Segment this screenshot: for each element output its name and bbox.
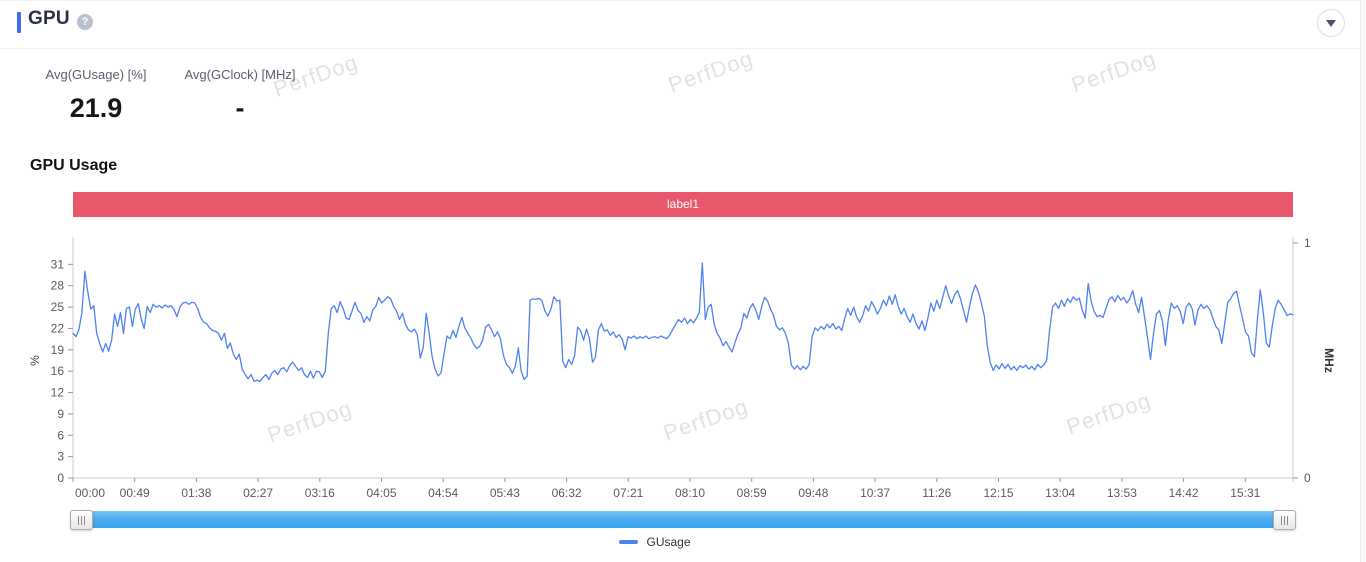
chevron-down-icon [1326, 19, 1336, 27]
watermark: PerfDog [665, 45, 757, 98]
stat-avg-gusage: Avg(GUsage) [%] 21.9 [40, 67, 152, 124]
page-scroll-gutter [1361, 0, 1366, 562]
y-tick-label: 3 [57, 450, 64, 464]
x-tick-label: 12:15 [983, 486, 1013, 500]
x-tick-label: 03:16 [305, 486, 335, 500]
x-tick-label: 00:00 [75, 486, 105, 500]
y-tick-label: 28 [51, 279, 65, 293]
x-tick-label: 13:53 [1107, 486, 1137, 500]
y-tick-label: 0 [57, 471, 64, 485]
x-tick-label: 11:26 [922, 486, 951, 500]
panel-title: GPU [28, 8, 70, 29]
x-tick-label: 07:21 [613, 486, 643, 500]
x-tick-label: 08:59 [737, 486, 767, 500]
help-icon[interactable]: ? [77, 14, 93, 30]
gpu-usage-chart[interactable]: 0 3 6 9 12 16 19 22 25 28 31% 0 1 MHz 00:00 00:49 01:38 0… [0, 231, 1366, 507]
x-tick-label: 04:54 [428, 486, 458, 500]
chart-label-banner: label1 [73, 192, 1293, 217]
chart-title: GPU Usage [30, 157, 118, 174]
y-tick-label: 22 [51, 321, 65, 335]
x-tick-label: 04:05 [366, 486, 396, 500]
datazoom-handle-left[interactable] [70, 510, 93, 530]
header-divider [0, 48, 1361, 49]
x-tick-label: 05:43 [490, 486, 520, 500]
y-tick-label: 12 [51, 386, 65, 400]
chart-legend: GUsage [0, 535, 1366, 549]
stats-row: Avg(GUsage) [%] 21.9 Avg(GClock) [MHz] - [40, 67, 296, 124]
y-tick-label: 31 [51, 257, 65, 271]
x-tick-label: 14:42 [1169, 486, 1199, 500]
stat-value: - [235, 93, 245, 123]
x-tick-label: 09:48 [798, 486, 828, 500]
x-tick-label: 00:49 [120, 486, 150, 500]
x-tick-label: 15:31 [1230, 486, 1260, 500]
x-tick-label: 10:37 [860, 486, 890, 500]
x-tick-label: 01:38 [181, 486, 211, 500]
y-tick-label-right: 0 [1304, 471, 1311, 485]
x-tick-label: 02:27 [243, 486, 273, 500]
x-tick-label: 06:32 [552, 486, 582, 500]
legend-line-swatch [619, 540, 639, 544]
x-tick-label: 08:10 [675, 486, 705, 500]
datazoom-handle-right[interactable] [1273, 510, 1296, 530]
datazoom-window[interactable] [83, 511, 1283, 528]
collapse-button[interactable] [1317, 9, 1345, 37]
stat-avg-gclock: Avg(GClock) [MHz] - [184, 67, 296, 124]
stat-value: 21.9 [69, 93, 123, 123]
y-tick-label: 19 [51, 343, 65, 357]
y-tick-label: 16 [51, 364, 65, 378]
y-tick-label-right: 1 [1304, 236, 1311, 250]
y-tick-label: 25 [51, 300, 65, 314]
watermark: PerfDog [1068, 45, 1160, 98]
y-tick-label: 6 [57, 428, 64, 442]
legend-label: GUsage [646, 535, 691, 549]
y-axis-name-left: % [28, 355, 42, 366]
legend-item-gusage[interactable]: GUsage [619, 535, 691, 549]
gusage-line-series[interactable] [72, 262, 1294, 383]
datazoom-track[interactable] [70, 510, 1296, 530]
y-tick-label: 9 [57, 407, 64, 421]
x-tick-label: 13:04 [1045, 486, 1075, 500]
title-accent-bar [17, 12, 21, 33]
stat-label: Avg(GClock) [MHz] [184, 67, 296, 82]
y-axis-name-right: MHz [1322, 348, 1336, 373]
stat-label: Avg(GUsage) [%] [45, 67, 147, 82]
